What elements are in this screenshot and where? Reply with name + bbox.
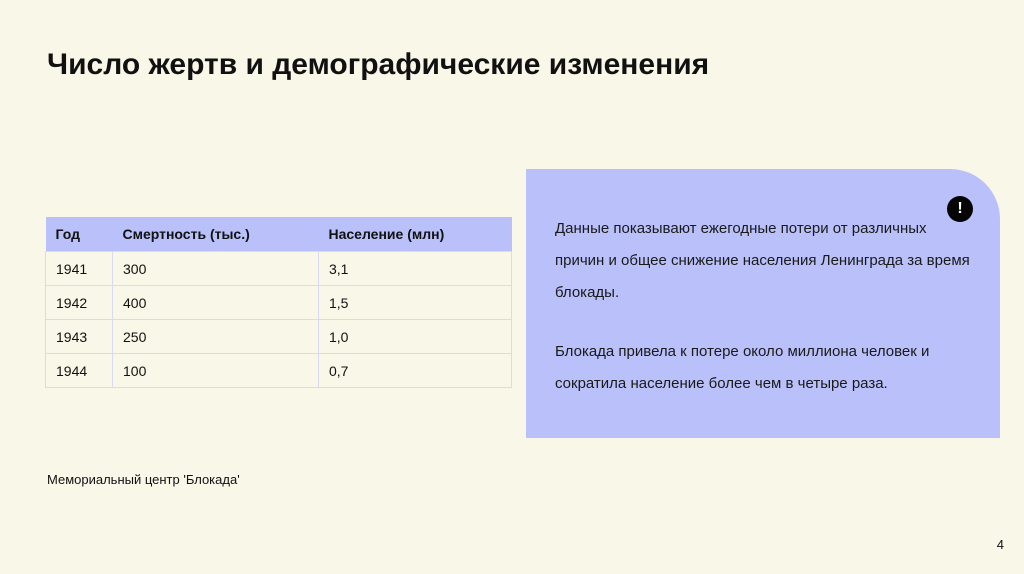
cell-mortality: 250 — [112, 319, 319, 354]
info-paragraph-1: Данные показывают ежегодные потери от ра… — [555, 220, 970, 301]
header-mortality: Смертность (тыс.) — [112, 217, 319, 252]
slide-title: Число жертв и демографические изменения — [47, 48, 710, 81]
cell-year: 1942 — [45, 285, 113, 320]
header-year: Год — [45, 217, 113, 252]
cell-mortality: 100 — [112, 353, 319, 388]
cell-year: 1943 — [45, 319, 113, 354]
exclamation-icon: ! — [947, 196, 973, 222]
cell-year: 1941 — [45, 251, 113, 286]
cell-population: 3,1 — [318, 251, 512, 286]
table-header-row: Год Смертность (тыс.) Население (млн) — [45, 217, 512, 252]
source-note: Мемориальный центр 'Блокада' — [47, 472, 240, 487]
table-row: 1942 400 1,5 — [45, 285, 512, 320]
cell-year: 1944 — [45, 353, 113, 388]
table-row: 1944 100 0,7 — [45, 353, 512, 388]
cell-population: 1,5 — [318, 285, 512, 320]
header-population: Население (млн) — [318, 217, 512, 252]
cell-mortality: 300 — [112, 251, 319, 286]
page-number: 4 — [996, 537, 1004, 552]
cell-population: 0,7 — [318, 353, 512, 388]
cell-population: 1,0 — [318, 319, 512, 354]
data-table: Год Смертность (тыс.) Население (млн) 19… — [45, 217, 512, 388]
info-paragraph-2: Блокада привела к потере около миллиона … — [555, 343, 930, 392]
cell-mortality: 400 — [112, 285, 319, 320]
table-row: 1941 300 3,1 — [45, 251, 512, 286]
info-panel: ! Данные показывают ежегодные потери от … — [526, 169, 1000, 438]
table-row: 1943 250 1,0 — [45, 319, 512, 354]
